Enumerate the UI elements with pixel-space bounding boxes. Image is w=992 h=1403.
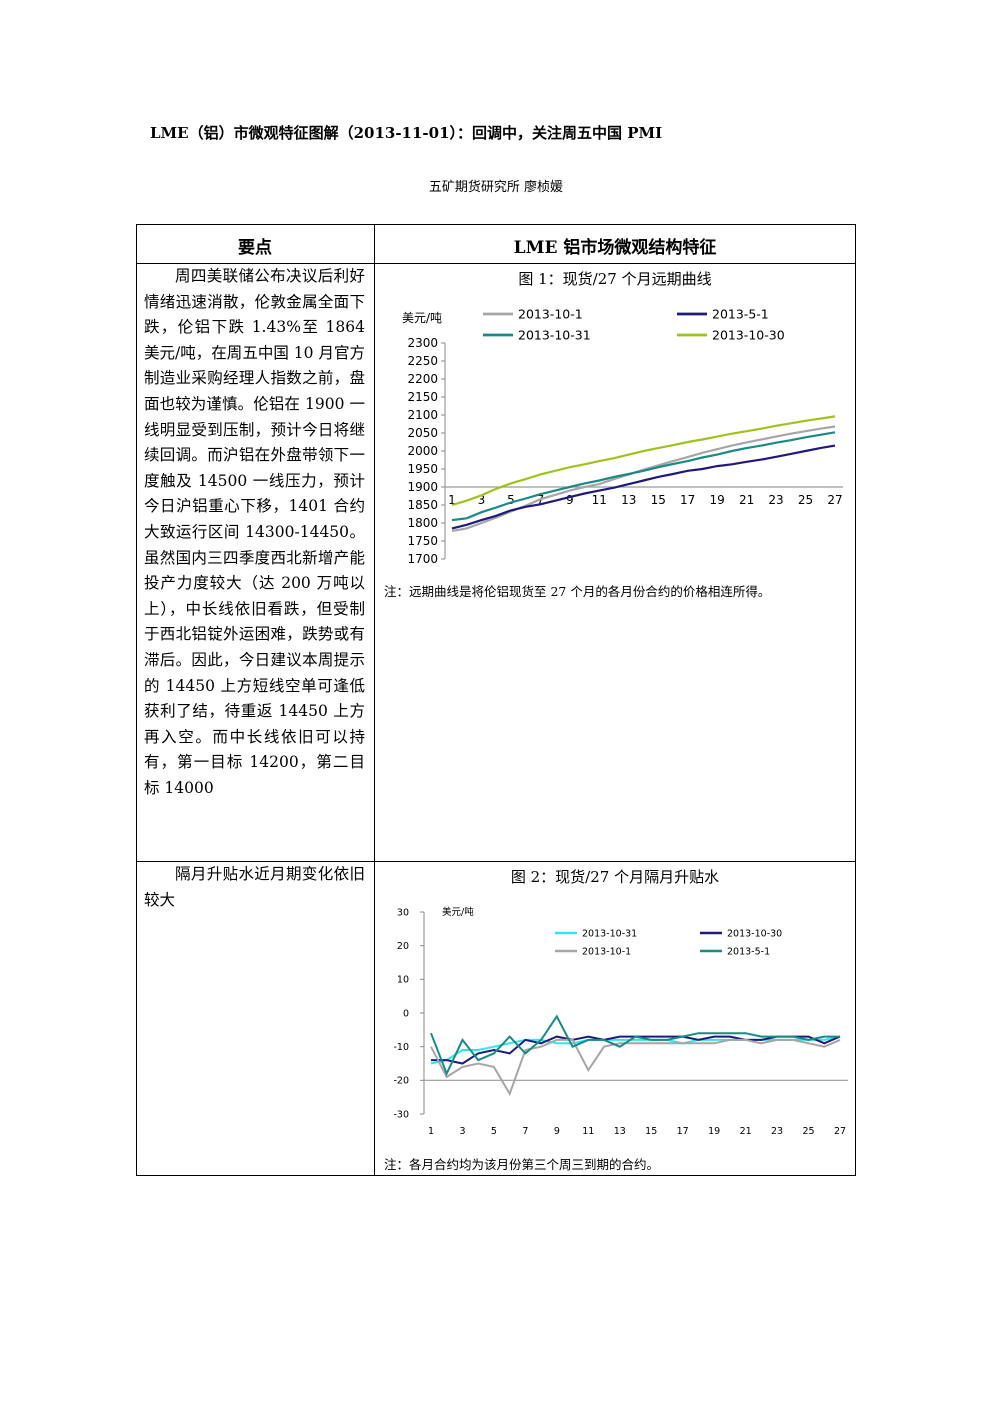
y-tick-label: 2000 xyxy=(407,444,438,458)
y-tick-label: 2150 xyxy=(407,390,438,404)
figure2-title: 图 2：现货/27 个月隔月升贴水 xyxy=(510,868,720,886)
header-key-points: 要点 xyxy=(238,238,272,258)
figure1-title: 图 1：现货/27 个月远期曲线 xyxy=(518,270,712,288)
key-points-text: 周四美联储公布决议后利好情绪迅速消散，伦敦金属全面下跌，伦铝下跌 1.43%至 … xyxy=(144,267,365,797)
y-tick-label: 1750 xyxy=(407,534,438,548)
figure2-note: 注：各月合约均为该月份第三个周三到期的合约。 xyxy=(384,1157,660,1172)
forward-curve-chart: 1700 1750 1800 1850 1900 1950 2000 2050 2100 2150… xyxy=(402,306,843,566)
table-divider xyxy=(374,224,375,1176)
x-tick-label: 27 xyxy=(827,493,842,507)
y-tick-label: 1950 xyxy=(407,462,438,476)
content-table: 要点 LME 铝市场微观结构特征 周四美联储公布决议后利好情绪迅速消散，伦敦金属… xyxy=(136,224,856,1176)
spread-summary-text: 隔月升贴水近月期变化依旧较大 xyxy=(144,865,365,909)
x-tick-label: 13 xyxy=(621,493,636,507)
y-tick-label: 2050 xyxy=(407,426,438,440)
x-tick-label: 3 xyxy=(459,1126,465,1137)
x-tick-label: 1 xyxy=(428,1126,434,1137)
x-tick-label: 11 xyxy=(592,493,607,507)
series-line-2013-10-1 xyxy=(430,1038,841,1097)
series-line-2013-5-1 xyxy=(430,1014,840,1077)
y-tick-label: -30 xyxy=(393,1109,409,1120)
x-tick-label: 19 xyxy=(710,493,725,507)
series-line-2013-10-31 xyxy=(451,431,836,522)
x-tick-label: 21 xyxy=(740,1126,752,1137)
x-tick-label: 27 xyxy=(834,1126,846,1137)
y-tick-label: 2100 xyxy=(407,408,438,422)
legend-label: 2013-10-31 xyxy=(518,327,591,342)
y-tick-label: 2300 xyxy=(407,336,438,350)
x-tick-label: 23 xyxy=(768,493,783,507)
y-tick-label: 1850 xyxy=(407,498,438,512)
y-tick-label: 1800 xyxy=(407,516,438,530)
page-title: LME（铝）市微观特征图解（2013-11-01）：回调中，关注周五中国 PMI xyxy=(150,124,663,142)
y-tick-label: 2200 xyxy=(407,372,438,386)
x-tick-label: 11 xyxy=(582,1126,594,1137)
table-border-right xyxy=(855,224,856,1176)
y-tick-label: 1700 xyxy=(407,552,438,566)
y-tick-label: 2250 xyxy=(407,354,438,368)
x-tick-label: 21 xyxy=(739,493,754,507)
figure1-note: 注：远期曲线是将伦铝现货至 27 个月的各月份合约的价格相连所得。 xyxy=(384,584,771,599)
y-axis-unit-label: 美元/吨 xyxy=(442,906,474,918)
series-line-2013-10-30 xyxy=(451,415,836,507)
header-market-structure: LME 铝市场微观结构特征 xyxy=(513,238,717,258)
x-tick-label: 3 xyxy=(478,493,486,507)
x-tick-label: 19 xyxy=(708,1126,720,1137)
x-tick-label: 25 xyxy=(798,493,813,507)
y-tick-label: 0 xyxy=(403,1008,409,1019)
x-tick-label: 23 xyxy=(771,1126,783,1137)
legend-label: 2013-10-1 xyxy=(518,306,583,321)
y-tick-label: -10 xyxy=(393,1042,409,1053)
y-tick-label: 20 xyxy=(397,941,409,952)
x-tick-label: 5 xyxy=(491,1126,497,1137)
x-tick-label: 9 xyxy=(566,493,574,507)
y-axis-unit-label: 美元/吨 xyxy=(402,311,442,325)
legend-label: 2013-10-30 xyxy=(727,928,782,939)
header-divider xyxy=(136,263,856,264)
author-line: 五矿期货研究所 廖桢媛 xyxy=(428,180,564,195)
x-tick-label: 13 xyxy=(614,1126,626,1137)
series-line-2013-10-31 xyxy=(430,1035,841,1065)
table-border-bottom xyxy=(136,1175,856,1176)
legend-label: 2013-5-1 xyxy=(712,306,769,321)
x-tick-label: 7 xyxy=(522,1126,528,1137)
x-tick-label: 17 xyxy=(680,493,695,507)
table-border-top xyxy=(136,224,856,225)
legend-label: 2013-10-30 xyxy=(712,327,785,342)
y-tick-label: -20 xyxy=(393,1076,409,1087)
x-tick-label: 17 xyxy=(677,1126,689,1137)
series-line-2013-5-1 xyxy=(451,444,836,530)
legend-label: 2013-5-1 xyxy=(727,946,770,957)
row-divider xyxy=(136,861,856,862)
y-tick-label: 30 xyxy=(397,907,409,918)
x-tick-label: 1 xyxy=(448,493,456,507)
x-tick-label: 25 xyxy=(802,1126,814,1137)
x-tick-label: 15 xyxy=(651,493,666,507)
legend-label: 2013-10-1 xyxy=(582,946,631,957)
x-tick-label: 9 xyxy=(554,1126,560,1137)
y-tick-label: 1900 xyxy=(407,480,438,494)
x-tick-label: 5 xyxy=(507,493,515,507)
table-border-left xyxy=(136,224,137,1176)
x-tick-label: 15 xyxy=(645,1126,657,1137)
legend-label: 2013-10-31 xyxy=(582,928,637,939)
y-tick-label: 10 xyxy=(397,975,409,986)
